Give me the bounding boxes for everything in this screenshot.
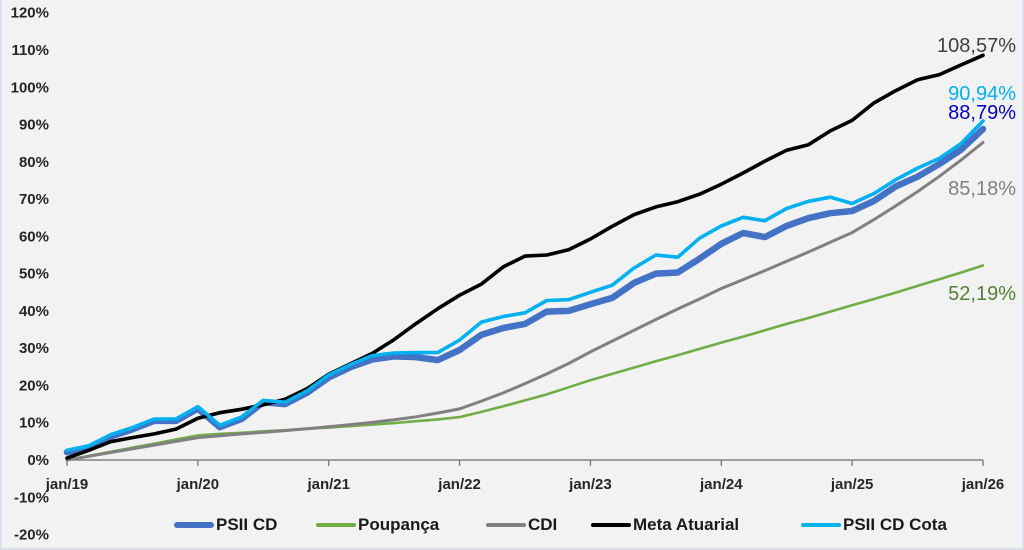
y-tick-label: 70% (19, 191, 49, 208)
legend-label-poupanca: Poupança (358, 515, 440, 534)
x-axis (66, 459, 984, 466)
y-tick-label: 50% (19, 266, 49, 283)
x-axis-labels: jan/19 jan/20 jan/21 jan/22 jan/23 jan/24 jan/… (45, 476, 1005, 493)
legend-swatch-meta-atuarial (591, 523, 631, 527)
legend: PSII CD Poupança CDI Meta Atuarial PSII … (0, 512, 1024, 538)
x-tick-label: jan/22 (437, 476, 481, 493)
x-tick-label: jan/24 (699, 476, 743, 493)
series-line-meta-atuarial (65, 53, 985, 460)
x-tick-label: jan/19 (45, 476, 89, 493)
end-label-poupanca: 52,19% (948, 283, 1016, 305)
legend-swatch-cdi (486, 523, 526, 527)
end-label-cdi: 85,18% (948, 178, 1016, 200)
series-line-poupanca (65, 264, 985, 462)
legend-label-meta-atuarial: Meta Atuarial (633, 515, 740, 534)
legend-swatch-psii-cd (174, 522, 214, 528)
y-tick-label: -20% (14, 527, 49, 544)
y-tick-label: 100% (11, 79, 49, 96)
x-tick-label: jan/26 (961, 476, 1005, 493)
x-tick-label: jan/20 (176, 476, 220, 493)
y-tick-label: 10% (19, 415, 49, 432)
series-lines (63, 53, 987, 462)
legend-swatch-psii-cd-cota (801, 523, 841, 527)
legend-label-cdi: CDI (528, 515, 558, 534)
series-line-psii-cd-cota (65, 119, 985, 453)
legend-swatch-poupanca (316, 523, 356, 527)
legend-item-psii-cd-cota: PSII CD Cota (801, 512, 947, 538)
y-tick-label: 60% (19, 228, 49, 245)
legend-label-psii-cd-cota: PSII CD Cota (843, 515, 947, 534)
x-tick-label: jan/21 (306, 476, 350, 493)
y-tick-label: 90% (19, 117, 49, 134)
y-tick-label: 80% (19, 154, 49, 171)
y-tick-label: 20% (19, 377, 49, 394)
y-axis-labels: 120% 110% 100% 90% 80% 70% 60% 50% 40% 30% 20% 10% 0… (11, 5, 49, 544)
end-label-meta-atuarial: 108,57% (937, 35, 1016, 57)
legend-item-meta-atuarial: Meta Atuarial (591, 512, 739, 538)
legend-item-psii-cd: PSII CD (174, 512, 277, 538)
end-label-psii-cd: 88,79% (948, 102, 1016, 124)
series-line-cdi (65, 141, 985, 462)
x-tick-label: jan/25 (830, 476, 874, 493)
y-tick-label: 0% (27, 452, 49, 469)
end-value-annotations: 108,57% 90,94%88,79% 85,18% 52,19% (937, 35, 1016, 305)
y-tick-label: 30% (19, 340, 49, 357)
series-line-psii-cd (63, 125, 987, 456)
legend-item-cdi: CDI (486, 512, 557, 538)
y-tick-label: 120% (11, 5, 49, 22)
legend-label-psii-cd: PSII CD (216, 515, 278, 534)
y-tick-label: 40% (19, 303, 49, 320)
y-tick-label: -10% (14, 489, 49, 506)
end-label-psii-cd-cota: 90,94% (948, 83, 1016, 105)
y-tick-label: 110% (11, 42, 49, 59)
x-tick-label: jan/23 (568, 476, 612, 493)
legend-item-poupanca: Poupança (316, 512, 439, 538)
